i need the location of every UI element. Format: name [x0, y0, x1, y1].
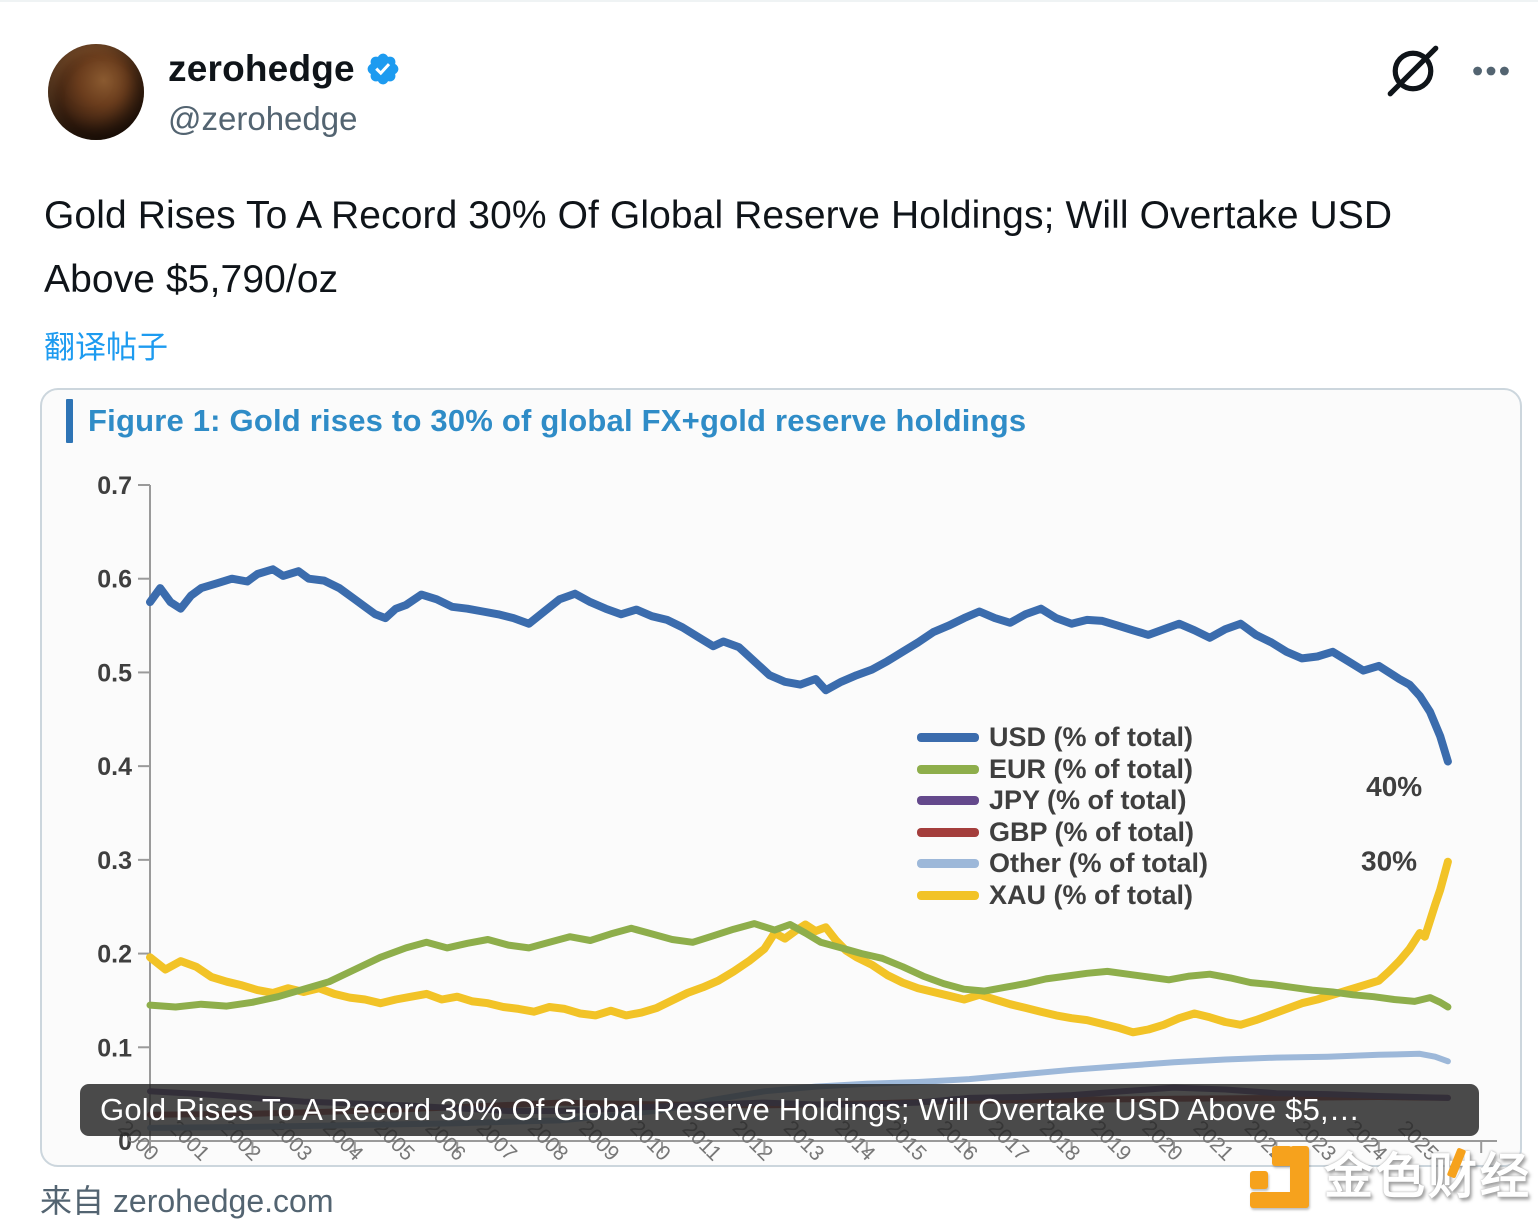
- translate-post-link[interactable]: 翻译帖子: [44, 330, 168, 365]
- figure-title-text: Figure 1: Gold rises to 30% of global FX…: [88, 403, 1027, 438]
- more-options-icon[interactable]: [1466, 46, 1516, 96]
- y-tick-label: 0.5: [97, 659, 132, 687]
- legend-item: GBP (% of total): [917, 817, 1208, 849]
- legend-item: XAU (% of total): [917, 880, 1208, 912]
- legend-item: EUR (% of total): [917, 754, 1208, 786]
- y-tick-label: 0.4: [97, 753, 132, 781]
- verified-badge-icon: [365, 51, 401, 87]
- media-caption-badge[interactable]: Gold Rises To A Record 30% Of Global Res…: [80, 1084, 1479, 1136]
- top-divider: [0, 0, 1538, 2]
- legend-swatch: [917, 764, 979, 774]
- series-line-usd: [146, 565, 1452, 766]
- legend-swatch: [917, 890, 979, 900]
- legend-item: Other (% of total): [917, 848, 1208, 880]
- figure-title: Figure 1: Gold rises to 30% of global FX…: [66, 399, 1026, 443]
- figure-title-accent-bar: [66, 399, 73, 443]
- user-handle[interactable]: @zerohedge: [168, 100, 358, 137]
- legend-swatch: [917, 796, 979, 806]
- legend-label: XAU (% of total): [989, 879, 1193, 910]
- chart-axes: [149, 485, 1497, 1142]
- display-name[interactable]: zerohedge: [168, 48, 355, 89]
- annotation-40%: 40%: [1366, 771, 1422, 802]
- jinse-logo-icon: [1250, 1144, 1312, 1210]
- chart-legend: USD (% of total) EUR (% of total) JPY (% o…: [917, 722, 1208, 911]
- legend-item: USD (% of total): [917, 722, 1208, 754]
- legend-label: EUR (% of total): [989, 753, 1193, 784]
- chart-media-card[interactable]: 0 0.1 0.2 0.3 0.4 0.5 0.6 0.7 2000 2001 2002 2003 20…: [40, 388, 1522, 1167]
- y-tick-label: 0.2: [97, 941, 132, 969]
- y-tick-label: 0.7: [97, 472, 132, 500]
- legend-label: JPY (% of total): [989, 785, 1187, 816]
- source-attribution-link[interactable]: 来自 zerohedge.com: [40, 1183, 334, 1219]
- watermark-text: 金色财经: [1324, 1150, 1533, 1204]
- tweet-text: Gold Rises To A Record 30% Of Global Res…: [44, 194, 1393, 301]
- jinse-finance-watermark: 金色财经: [1250, 1144, 1532, 1210]
- annotation-30%: 30%: [1361, 846, 1417, 877]
- series-line-xau: [146, 857, 1452, 1037]
- legend-label: USD (% of total): [989, 722, 1193, 753]
- legend-item: JPY (% of total): [917, 785, 1208, 817]
- avatar[interactable]: [48, 44, 144, 140]
- legend-label: GBP (% of total): [989, 816, 1194, 847]
- y-tick-label: 0.3: [97, 847, 132, 875]
- y-tick-label: 0.1: [97, 1034, 132, 1062]
- legend-swatch: [917, 827, 979, 837]
- y-tick-label: 0.6: [97, 566, 132, 594]
- legend-swatch: [917, 733, 979, 743]
- legend-label: Other (% of total): [989, 848, 1208, 879]
- legend-swatch: [917, 859, 979, 869]
- media-caption-text: Gold Rises To A Record 30% Of Global Res…: [100, 1092, 1361, 1127]
- grok-icon[interactable]: [1386, 44, 1440, 98]
- series-line-eur: [146, 920, 1452, 1011]
